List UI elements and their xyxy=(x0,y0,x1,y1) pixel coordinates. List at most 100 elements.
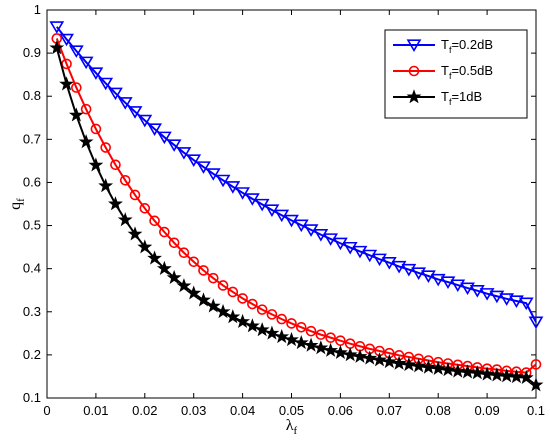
data-point xyxy=(127,226,143,241)
data-point xyxy=(264,325,280,340)
y-tick-label: 0.8 xyxy=(23,88,41,103)
data-point xyxy=(440,276,456,290)
data-point xyxy=(156,260,172,275)
data-point xyxy=(401,263,417,277)
data-point xyxy=(80,103,92,115)
legend-label-sub: f xyxy=(449,97,452,107)
data-point xyxy=(127,106,143,119)
legend-item: Tf=0.2dB xyxy=(393,37,493,55)
data-point xyxy=(129,189,141,201)
data-point xyxy=(198,265,209,276)
x-axis-title-sub: f xyxy=(294,425,298,437)
legend-label-main: T xyxy=(441,37,449,52)
data-point xyxy=(71,82,82,93)
data-point xyxy=(323,342,339,357)
data-point xyxy=(78,134,94,149)
axis-ticks: 0 0.01 0.02 0.03 0.04 0.05 0.06 0.07 0.08 0.09 0.1… xyxy=(23,2,545,418)
data-point xyxy=(205,298,221,313)
data-point xyxy=(237,293,248,304)
x-tick-label: 0.07 xyxy=(377,403,402,418)
data-point xyxy=(176,147,192,160)
data-point xyxy=(372,352,387,367)
data-point xyxy=(528,316,544,330)
data-point xyxy=(227,286,239,298)
data-point xyxy=(225,309,241,324)
legend-label-main: T xyxy=(441,89,449,104)
data-point xyxy=(186,285,202,300)
data-point xyxy=(469,365,485,380)
x-tick-label: 0 xyxy=(43,403,50,418)
data-point xyxy=(518,369,534,385)
data-point xyxy=(479,366,495,381)
legend-label: Tf=0.2dB xyxy=(441,37,493,55)
data-point xyxy=(166,269,182,285)
x-axis-title-main: λ xyxy=(286,417,294,434)
data-point xyxy=(528,377,544,392)
data-point xyxy=(90,123,102,135)
data-point xyxy=(68,45,84,58)
legend-item: Tf=0.5dB xyxy=(393,63,493,81)
data-point xyxy=(217,280,229,291)
data-point xyxy=(256,304,268,315)
data-point xyxy=(303,224,319,237)
data-point xyxy=(266,309,278,320)
legend-label-main: T xyxy=(441,63,449,78)
data-point xyxy=(274,328,290,344)
data-point xyxy=(108,87,123,101)
y-tick-label: 0.3 xyxy=(23,304,41,319)
data-point xyxy=(352,245,368,259)
data-point xyxy=(147,123,162,136)
data-point xyxy=(421,270,436,283)
data-point xyxy=(59,33,74,47)
data-point xyxy=(98,77,114,91)
data-point xyxy=(342,241,358,255)
data-point xyxy=(440,362,456,377)
data-point xyxy=(509,369,524,384)
x-tick-label: 0.02 xyxy=(132,403,157,418)
data-point xyxy=(460,364,475,379)
data-point xyxy=(178,247,190,259)
series-1 xyxy=(49,21,544,330)
y-tick-label: 0.4 xyxy=(23,261,41,276)
data-point xyxy=(117,212,133,227)
y-axis-title-sub: f xyxy=(15,198,27,202)
data-point xyxy=(59,76,74,91)
y-tick-label: 0.5 xyxy=(23,218,41,233)
x-tick-label: 0.03 xyxy=(181,403,206,418)
data-point xyxy=(333,237,348,251)
data-point xyxy=(325,332,336,343)
data-point xyxy=(166,139,182,152)
legend-label-rest: =1dB xyxy=(451,89,482,104)
data-point xyxy=(168,237,180,249)
x-tick-label: 0.05 xyxy=(279,403,304,418)
y-tick-label: 0.7 xyxy=(23,131,41,146)
data-point xyxy=(411,267,427,280)
data-point xyxy=(137,239,153,254)
x-axis-title: λf xyxy=(286,417,298,437)
data-point xyxy=(188,256,199,268)
data-point xyxy=(450,279,466,293)
x-tick-label: 0.01 xyxy=(83,403,108,418)
y-tick-label: 1 xyxy=(34,2,41,17)
data-point xyxy=(149,215,160,227)
legend-label: Tf=0.5dB xyxy=(441,63,493,81)
legend-label-sub: f xyxy=(449,71,452,81)
data-point xyxy=(518,297,534,311)
data-point xyxy=(137,114,153,128)
data-point xyxy=(469,285,485,298)
series-layer xyxy=(49,21,544,392)
x-tick-label: 0.06 xyxy=(328,403,353,418)
data-point xyxy=(159,226,170,238)
y-tick-label: 0.1 xyxy=(23,390,41,405)
data-point xyxy=(139,203,151,214)
data-point xyxy=(305,325,317,337)
data-point xyxy=(276,313,288,325)
data-point xyxy=(108,196,123,211)
data-point xyxy=(215,303,231,319)
data-point xyxy=(499,293,515,306)
data-point xyxy=(110,159,121,171)
data-point xyxy=(78,56,94,70)
data-point xyxy=(499,368,515,383)
data-point xyxy=(381,354,397,369)
